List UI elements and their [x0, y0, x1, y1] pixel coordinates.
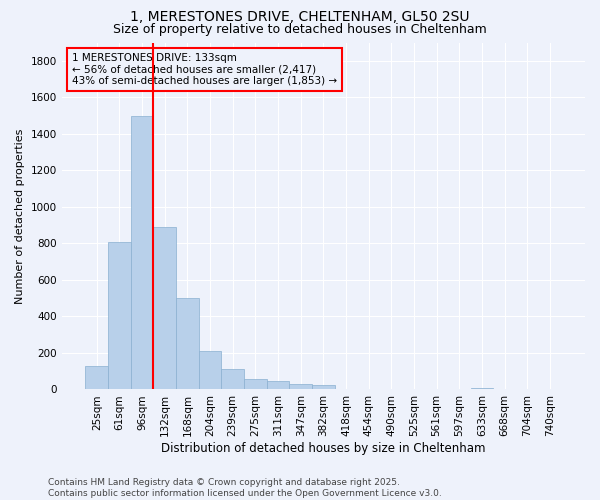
X-axis label: Distribution of detached houses by size in Cheltenham: Distribution of detached houses by size … [161, 442, 485, 455]
Text: Contains HM Land Registry data © Crown copyright and database right 2025.
Contai: Contains HM Land Registry data © Crown c… [48, 478, 442, 498]
Bar [108, 242, 131, 390]
Y-axis label: Number of detached properties: Number of detached properties [15, 128, 25, 304]
Bar [85, 366, 108, 390]
Bar [266, 381, 289, 390]
Bar [244, 378, 266, 390]
Bar [176, 298, 199, 390]
Bar [470, 388, 493, 390]
Text: 1, MERESTONES DRIVE, CHELTENHAM, GL50 2SU: 1, MERESTONES DRIVE, CHELTENHAM, GL50 2S… [130, 10, 470, 24]
Text: Size of property relative to detached houses in Cheltenham: Size of property relative to detached ho… [113, 22, 487, 36]
Bar [312, 385, 335, 390]
Bar [289, 384, 312, 390]
Bar [221, 370, 244, 390]
Bar [199, 351, 221, 390]
Bar [154, 227, 176, 390]
Bar [131, 116, 154, 390]
Text: 1 MERESTONES DRIVE: 133sqm
← 56% of detached houses are smaller (2,417)
43% of s: 1 MERESTONES DRIVE: 133sqm ← 56% of deta… [72, 53, 337, 86]
